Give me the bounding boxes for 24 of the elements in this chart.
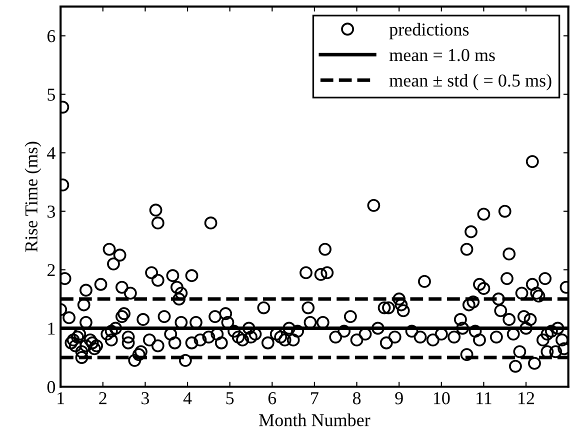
y-tick-label: 0 [47,381,56,394]
y-tick-label: 3 [48,206,56,218]
y-tick-label: 5 [48,88,56,101]
x-tick-label: 3 [142,392,150,404]
x-tick-label: 4 [183,392,192,404]
x-tick-label: 9 [395,392,403,404]
y-axis-title: Rise Time (ms) [24,142,42,252]
x-tick-label: 8 [352,392,361,404]
x-tick-label: 7 [311,392,318,404]
x-tick-label: 6 [268,392,276,404]
x-tick-label: 10 [434,392,450,404]
x-axis-title: Month Number [259,414,370,426]
legend-label: mean = 1.0 ms [389,48,495,62]
y-tick-label: 1 [48,322,55,335]
y-tick-label: 2 [47,264,55,276]
legend-label: mean ± std ( = 0.5 ms) [389,74,552,90]
x-tick-label: 2 [99,392,106,404]
x-tick-label: 12 [518,392,534,404]
x-tick-label: 1 [58,392,64,404]
x-tick-label: 5 [226,392,234,404]
x-tick-label: 11 [476,392,492,404]
legend-label: predictions [389,22,469,40]
y-tick-label: 4 [47,147,56,160]
y-tick-label: 6 [47,30,56,42]
